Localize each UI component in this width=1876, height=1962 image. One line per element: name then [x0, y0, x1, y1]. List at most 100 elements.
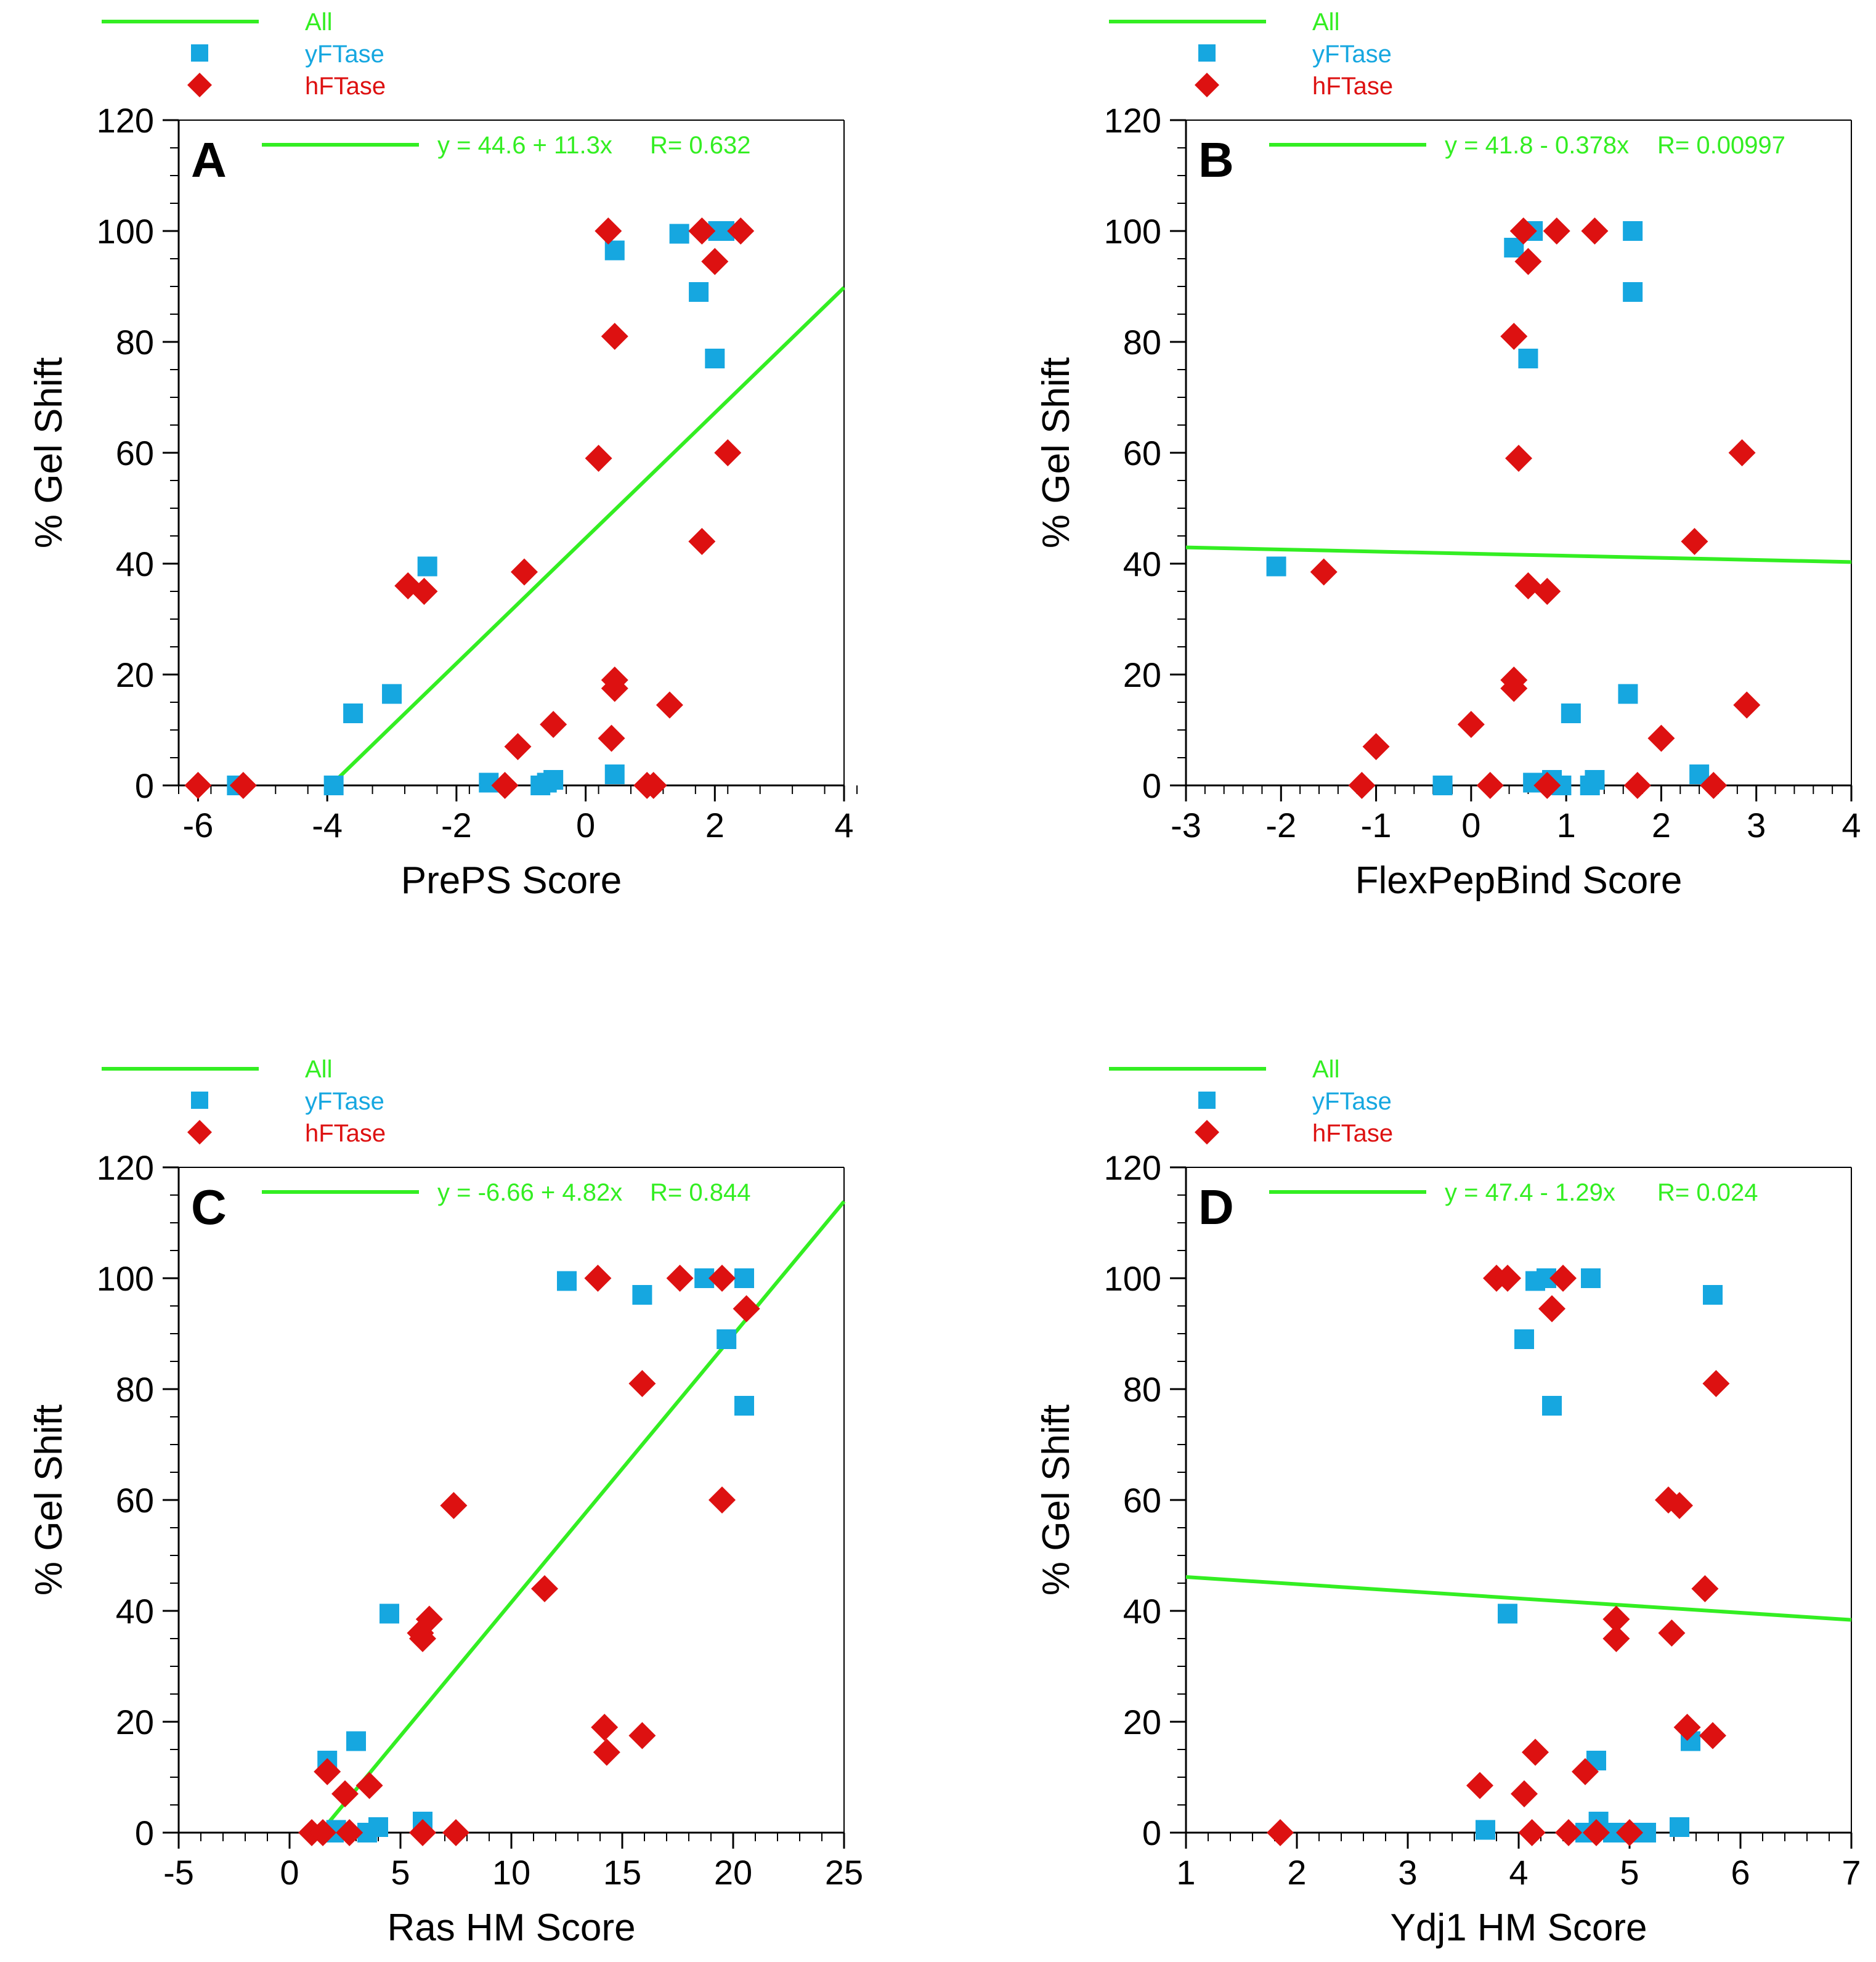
point-hftase — [491, 772, 519, 799]
point-yftase — [1623, 282, 1643, 302]
point-hftase — [1509, 217, 1537, 245]
y-tick-label: 40 — [1123, 545, 1161, 583]
point-hftase — [1505, 445, 1532, 472]
x-tick-label: -2 — [1265, 806, 1296, 845]
point-hftase — [314, 1758, 341, 1785]
point-hftase — [709, 1265, 736, 1292]
point-yftase — [543, 770, 564, 790]
point-hftase — [666, 1265, 694, 1292]
y-tick-label: 80 — [116, 1370, 154, 1409]
point-hftase — [1533, 578, 1561, 605]
point-hftase — [601, 675, 628, 702]
legend-label-hftase: hFTase — [305, 73, 386, 100]
point-hftase — [640, 772, 667, 799]
panel-c: C Ras HM Score % Gel Shift y = -6.66 + 4… — [28, 1056, 863, 1949]
point-hftase — [1518, 1819, 1546, 1846]
y-tick-label: 40 — [116, 545, 154, 583]
point-hftase — [1348, 772, 1376, 799]
point-yftase — [1518, 349, 1538, 368]
point-hftase — [540, 711, 567, 738]
y-tick-label: 0 — [1142, 1814, 1161, 1852]
y-tick-label: 120 — [1104, 101, 1161, 140]
fit-equation: y = -6.66 + 4.82x — [437, 1179, 622, 1206]
point-hftase — [688, 528, 716, 555]
fit-r-value: R= 0.844 — [650, 1179, 750, 1206]
legend-label-hftase: hFTase — [1312, 1120, 1393, 1147]
y-tick-label: 60 — [1123, 434, 1161, 472]
y-tick-label: 0 — [135, 1814, 154, 1852]
point-yftase — [1476, 1820, 1495, 1840]
y-tick-label: 20 — [1123, 655, 1161, 694]
point-hftase — [1583, 1819, 1610, 1846]
point-yftase — [368, 1817, 388, 1837]
fit-line-all — [1185, 545, 1852, 564]
panel-letter: B — [1198, 132, 1234, 187]
point-hftase — [1691, 1575, 1719, 1602]
point-hftase — [1681, 528, 1708, 555]
point-hftase — [229, 772, 257, 799]
panel-b: B FlexPepBind Score % Gel Shift y = 41.8… — [1035, 9, 1861, 902]
y-tick-label: 60 — [116, 434, 154, 472]
point-hftase — [504, 733, 532, 760]
legend-label-hftase: hFTase — [1312, 73, 1393, 100]
point-hftase — [598, 724, 625, 752]
y-tick-label: 120 — [97, 1148, 154, 1187]
point-hftase — [1511, 1780, 1538, 1807]
point-hftase — [1581, 217, 1609, 245]
point-hftase — [1666, 1492, 1693, 1519]
point-hftase — [701, 248, 729, 275]
y-tick-label: 100 — [1104, 212, 1161, 251]
legend-marker-yftase — [1198, 1092, 1216, 1109]
point-yftase — [705, 349, 725, 368]
y-tick-label: 100 — [97, 212, 154, 251]
x-tick-label: -6 — [183, 806, 214, 845]
x-axis-label: Ras HM Score — [387, 1907, 635, 1949]
y-tick-label: 120 — [1104, 1148, 1161, 1187]
point-hftase — [355, 1772, 383, 1799]
fit-line-all — [329, 286, 846, 787]
point-hftase — [601, 323, 628, 350]
x-tick-label: 15 — [603, 1853, 641, 1892]
point-yftase — [382, 684, 402, 704]
point-hftase — [1533, 772, 1561, 799]
point-hftase — [1362, 733, 1390, 760]
fit-r-value: R= 0.00997 — [1657, 132, 1785, 159]
panel-letter: C — [191, 1180, 227, 1234]
x-tick-label: 6 — [1731, 1853, 1750, 1892]
y-tick-label: 100 — [97, 1259, 154, 1298]
x-tick-label: -4 — [312, 806, 343, 845]
x-tick-label: 10 — [492, 1853, 530, 1892]
y-tick-label: 80 — [1123, 1370, 1161, 1409]
point-hftase — [409, 1819, 436, 1846]
x-tick-label: 3 — [1398, 1853, 1417, 1892]
point-hftase — [1538, 1295, 1565, 1323]
point-hftase — [1623, 772, 1651, 799]
point-hftase — [585, 445, 612, 472]
point-hftase — [510, 558, 538, 586]
legend-label-yftase: yFTase — [1312, 1088, 1392, 1115]
fit-equation: y = 44.6 + 11.3x — [437, 132, 612, 159]
point-yftase — [734, 1268, 754, 1288]
point-hftase — [1466, 1772, 1493, 1799]
point-yftase — [343, 703, 363, 723]
x-tick-label: 2 — [705, 806, 725, 845]
point-yftase — [1561, 703, 1581, 723]
point-hftase — [584, 1265, 612, 1292]
point-yftase — [1514, 1329, 1534, 1349]
y-axis-label: % Gel Shift — [28, 357, 70, 548]
point-hftase — [733, 1295, 760, 1323]
legend-label-all: All — [1312, 9, 1339, 36]
x-tick-label: -3 — [1171, 806, 1201, 845]
legend-label-hftase: hFTase — [305, 1120, 386, 1147]
x-axis-label: PrePS Score — [401, 859, 622, 902]
point-hftase — [628, 1370, 656, 1397]
point-hftase — [1549, 1265, 1577, 1292]
fit-r-value: R= 0.632 — [650, 132, 750, 159]
point-hftase — [1457, 711, 1485, 738]
point-hftase — [531, 1575, 558, 1602]
x-tick-label: 25 — [825, 1853, 863, 1892]
y-axis-label: % Gel Shift — [28, 1405, 70, 1595]
point-hftase — [1310, 558, 1338, 586]
y-tick-label: 80 — [1123, 323, 1161, 362]
point-hftase — [714, 439, 742, 466]
